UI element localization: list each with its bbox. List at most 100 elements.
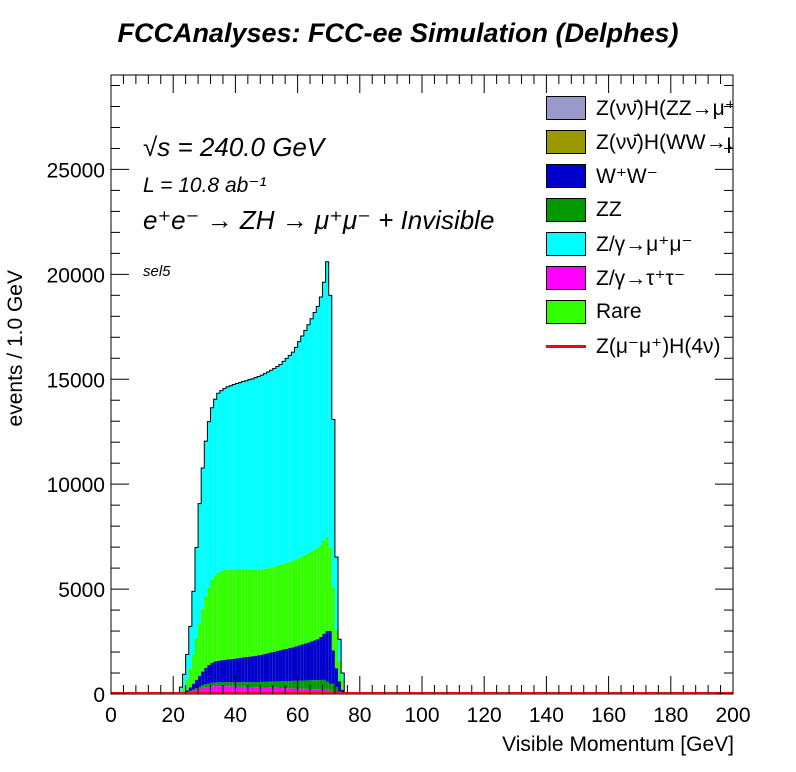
bar-1-66 — [316, 680, 320, 690]
bar-2-64 — [310, 641, 314, 681]
bar-3-49 — [263, 568, 267, 654]
bar-2-43 — [244, 657, 248, 683]
bar-0-68 — [322, 689, 326, 694]
bar-3-57 — [288, 562, 292, 649]
bar-0-38 — [229, 686, 233, 694]
bar-3-54 — [278, 564, 283, 651]
x-tick-label: 140 — [529, 704, 564, 727]
bar-0-39 — [232, 686, 236, 694]
bar-4-57 — [288, 355, 292, 563]
bar-1-38 — [229, 682, 233, 687]
bar-4-70 — [328, 295, 332, 548]
bar-0-55 — [282, 688, 286, 694]
bar-4-24 — [185, 654, 189, 680]
bar-3-38 — [229, 569, 233, 660]
annotation-luminosity: L = 10.8 ab⁻¹ — [143, 174, 267, 197]
bar-3-29 — [201, 608, 205, 672]
legend-entry: Z(μ⁻μ⁺)H(4ν) — [546, 331, 721, 360]
bar-2-31 — [207, 665, 211, 684]
bar-4-26 — [191, 591, 195, 655]
bar-1-42 — [241, 682, 245, 687]
bar-4-71 — [331, 419, 335, 588]
x-tick-label: 20 — [162, 704, 185, 727]
chart-title: FCCAnalyses: FCC-ee Simulation (Delphes) — [117, 18, 679, 48]
bar-2-26 — [191, 683, 195, 690]
bar-0-34 — [216, 686, 220, 694]
bar-0-41 — [238, 686, 242, 694]
legend-label: Rare — [596, 300, 642, 323]
bar-1-71 — [331, 683, 335, 693]
bar-1-65 — [313, 680, 317, 690]
bar-1-37 — [226, 682, 230, 687]
bar-1-50 — [266, 681, 270, 688]
bar-2-73 — [338, 681, 342, 692]
bar-2-25 — [188, 687, 192, 692]
bar-0-59 — [294, 688, 298, 694]
bar-0-54 — [278, 688, 283, 694]
bar-4-41 — [238, 382, 242, 570]
bar-4-66 — [316, 306, 320, 548]
bar-0-53 — [275, 687, 279, 694]
bar-2-39 — [232, 658, 236, 683]
bar-1-58 — [291, 680, 295, 689]
bar-0-60 — [297, 688, 301, 694]
legend-swatch — [546, 266, 586, 290]
bar-2-37 — [226, 659, 230, 683]
bar-2-35 — [219, 660, 223, 683]
bar-1-44 — [247, 682, 251, 687]
bar-2-70 — [328, 631, 332, 684]
bar-3-64 — [310, 551, 314, 642]
legend-swatch — [546, 164, 586, 188]
bar-3-52 — [272, 566, 276, 652]
bar-0-30 — [204, 687, 208, 694]
bar-4-73 — [338, 639, 342, 661]
bar-2-72 — [334, 668, 339, 688]
legend-label: W⁺W⁻ — [596, 164, 658, 188]
bar-2-27 — [194, 679, 199, 689]
bar-0-46 — [254, 687, 258, 694]
bar-0-33 — [213, 686, 217, 694]
bar-0-28 — [198, 688, 202, 694]
bar-1-60 — [297, 680, 301, 689]
bar-2-50 — [266, 653, 270, 682]
legend-swatch — [546, 198, 586, 222]
legend-entry: W⁺W⁻ — [546, 161, 658, 191]
bar-0-31 — [207, 686, 211, 694]
bar-3-63 — [306, 553, 311, 643]
bar-4-43 — [244, 380, 248, 570]
bar-4-53 — [275, 366, 279, 566]
y-tick-label: 5000 — [58, 579, 105, 602]
x-tick-label: 80 — [348, 704, 371, 727]
bar-4-42 — [241, 381, 245, 570]
x-tick-label: 120 — [467, 704, 502, 727]
bar-3-65 — [313, 549, 317, 641]
bar-1-26 — [191, 689, 195, 691]
bar-1-31 — [207, 683, 211, 687]
bar-4-74 — [341, 673, 345, 680]
bar-1-57 — [288, 680, 292, 689]
bar-3-25 — [188, 668, 192, 688]
bar-0-42 — [241, 686, 245, 694]
bar-1-47 — [257, 682, 261, 688]
bar-4-46 — [254, 377, 258, 570]
bar-0-56 — [285, 688, 289, 694]
bar-3-30 — [204, 596, 208, 668]
bar-4-68 — [322, 282, 326, 541]
bar-2-55 — [282, 649, 286, 682]
bar-2-49 — [263, 653, 267, 682]
bar-2-54 — [278, 650, 283, 682]
bar-0-62 — [303, 688, 307, 694]
bar-2-52 — [272, 651, 276, 682]
bar-4-27 — [194, 547, 199, 638]
bar-3-59 — [294, 559, 298, 647]
bar-2-29 — [201, 671, 205, 686]
legend-swatch — [546, 96, 586, 120]
bar-0-65 — [313, 689, 317, 694]
legend-label: Z(νν̄)H(WW→μ⁺νμ — [596, 130, 733, 154]
bar-3-42 — [241, 569, 245, 658]
legend-entry: ZZ — [546, 195, 622, 225]
bar-2-46 — [254, 655, 258, 683]
bar-1-36 — [222, 682, 227, 687]
bar-4-56 — [285, 358, 289, 563]
